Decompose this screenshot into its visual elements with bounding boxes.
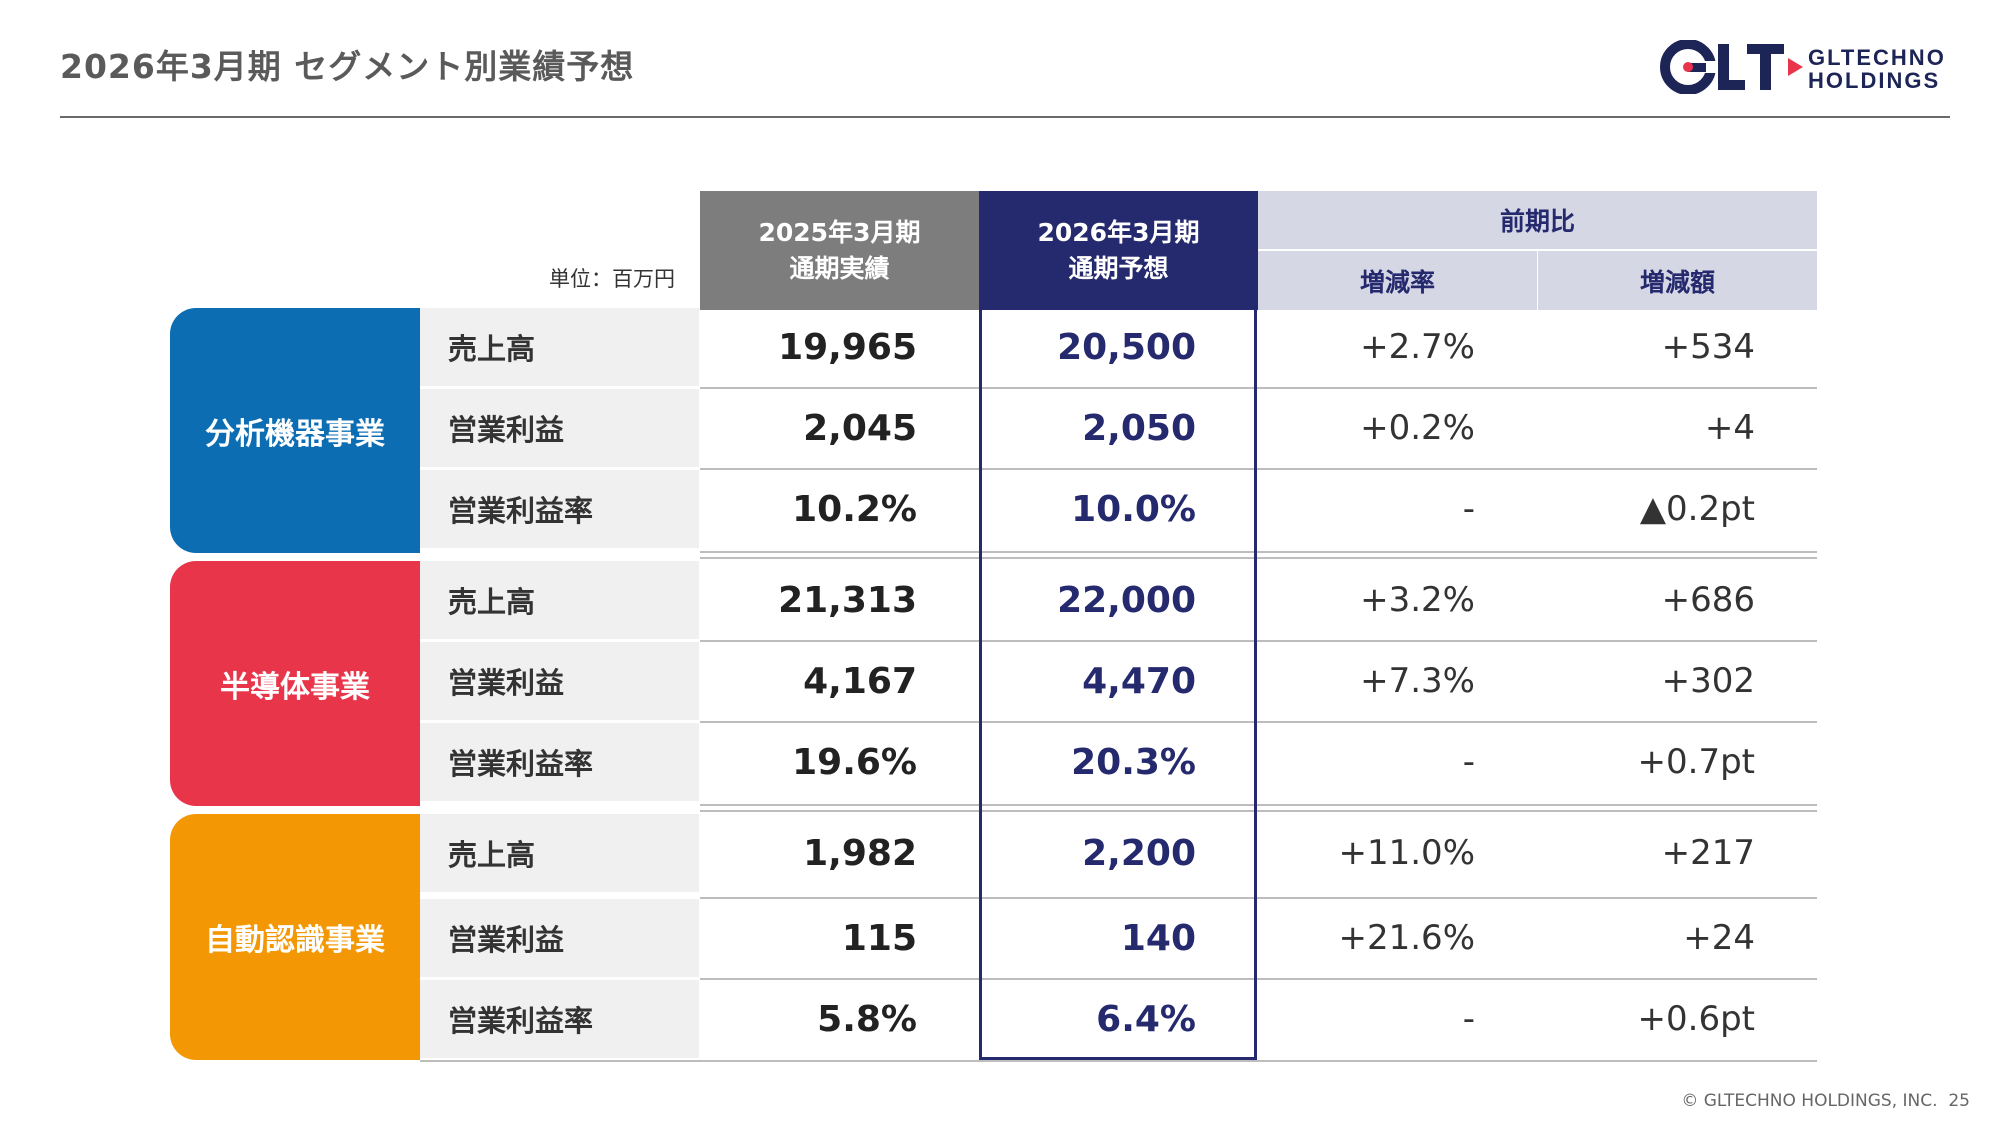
row-label: 営業利益率	[420, 723, 699, 801]
row-label: 売上高	[420, 308, 699, 386]
row-label: 売上高	[420, 561, 699, 639]
company-name-line2: HOLDINGS	[1808, 68, 1941, 93]
column-header-fc-type: 通期予想	[1068, 253, 1169, 283]
header-divider	[1258, 249, 1817, 251]
row-label: 営業利益率	[420, 980, 699, 1058]
row-divider	[420, 977, 699, 980]
cell-forecast: 2,200	[1082, 832, 1196, 874]
cell-rate: +11.0%	[1338, 833, 1476, 873]
segment-label-auto-id: 自動認識事業	[170, 814, 420, 1060]
column-header-prev-type: 通期実績	[789, 253, 890, 283]
cell-forecast: 10.0%	[1071, 488, 1196, 530]
cell-rate: -	[1462, 999, 1475, 1039]
cell-prev: 19,965	[778, 326, 917, 368]
cell-forecast: 2,050	[1082, 407, 1196, 449]
cell-amount: +0.6pt	[1637, 999, 1755, 1039]
company-logo	[1660, 40, 1803, 94]
cell-forecast: 140	[1120, 917, 1196, 959]
segment-divider	[700, 810, 1817, 812]
row-divider	[420, 720, 699, 723]
cell-prev: 5.8%	[817, 998, 917, 1040]
row-divider	[420, 467, 699, 470]
table-bottom-line	[420, 1060, 1817, 1062]
cell-prev: 10.2%	[792, 488, 917, 530]
row-divider	[420, 896, 699, 899]
row-divider	[700, 640, 1817, 642]
page-number: 25	[1948, 1091, 1970, 1111]
segment-divider	[700, 551, 1817, 553]
cell-rate: +3.2%	[1360, 580, 1475, 620]
cell-forecast: 20.3%	[1071, 741, 1196, 783]
cell-amount: +302	[1661, 661, 1755, 701]
column-header-yoy: 前期比	[1258, 191, 1817, 249]
row-label: 営業利益	[420, 899, 699, 977]
segment-divider	[700, 804, 1817, 806]
page-title: 2026年3月期 セグメント別業績予想	[60, 47, 635, 86]
cell-amount: +4	[1704, 408, 1755, 448]
title-divider	[60, 116, 1950, 118]
row-label: 営業利益率	[420, 470, 699, 548]
company-name-line1: GLTECHNO	[1808, 45, 1946, 70]
column-header-amount: 増減額	[1538, 251, 1817, 310]
unit-label: 単位：百万円	[549, 267, 675, 291]
cell-amount: +0.7pt	[1637, 742, 1755, 782]
segment-label-semiconductor: 半導体事業	[170, 561, 420, 806]
cell-rate: -	[1462, 742, 1475, 782]
cell-forecast: 20,500	[1057, 326, 1196, 368]
row-divider	[700, 468, 1817, 470]
row-divider	[700, 978, 1817, 980]
footer: © GLTECHNO HOLDINGS, INC. 25	[1670, 1091, 1970, 1111]
row-label: 営業利益	[420, 389, 699, 467]
cell-prev: 1,982	[803, 832, 917, 874]
cell-rate: +2.7%	[1360, 327, 1475, 367]
column-header-rate: 増減率	[1258, 251, 1537, 310]
column-header-prev-period: 2025年3月期	[758, 217, 921, 247]
column-header-prev-actual: 2025年3月期 通期実績	[700, 191, 979, 310]
row-divider	[700, 721, 1817, 723]
cell-rate: +21.6%	[1338, 918, 1476, 958]
cell-amount: +534	[1661, 327, 1755, 367]
cell-amount: +686	[1661, 580, 1755, 620]
row-label: 営業利益	[420, 642, 699, 720]
cell-amount: +24	[1683, 918, 1755, 958]
cell-amount: ▲0.2pt	[1639, 489, 1755, 529]
cell-prev: 19.6%	[792, 741, 917, 783]
cell-prev: 21,313	[778, 579, 917, 621]
segment-divider	[700, 557, 1817, 559]
cell-forecast: 4,470	[1082, 660, 1196, 702]
cell-prev: 2,045	[803, 407, 917, 449]
cell-rate: +0.2%	[1360, 408, 1475, 448]
row-divider	[420, 639, 699, 642]
cell-forecast: 6.4%	[1096, 998, 1196, 1040]
column-header-forecast: 2026年3月期 通期予想	[979, 191, 1258, 310]
segment-label-analytical: 分析機器事業	[170, 308, 420, 553]
cell-prev: 115	[841, 917, 917, 959]
cell-amount: +217	[1661, 833, 1755, 873]
row-divider	[700, 387, 1817, 389]
company-name: GLTECHNO HOLDINGS	[1808, 46, 1958, 92]
row-divider	[420, 386, 699, 389]
column-header-fc-period: 2026年3月期	[1037, 217, 1200, 247]
cell-rate: -	[1462, 489, 1475, 529]
cell-forecast: 22,000	[1057, 579, 1196, 621]
row-divider	[700, 897, 1817, 899]
row-label: 売上高	[420, 814, 699, 892]
copyright: © GLTECHNO HOLDINGS, INC.	[1681, 1091, 1938, 1111]
cell-prev: 4,167	[803, 660, 917, 702]
cell-rate: +7.3%	[1360, 661, 1475, 701]
